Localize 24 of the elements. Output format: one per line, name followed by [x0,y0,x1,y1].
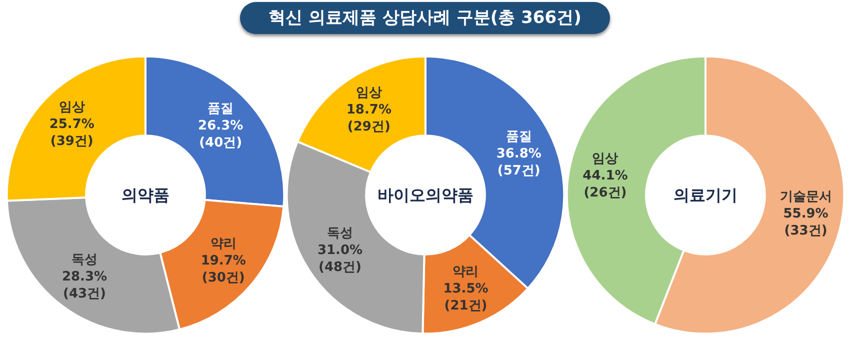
slice-label: 기술문서 [780,189,832,204]
slice-label: 품질 [506,129,532,144]
data-label: 36.8% (57건) [496,146,542,178]
data-label: 31.0% (48건) [317,243,363,276]
slice-label: 임상 [356,86,382,101]
text: 바이오의약품 [378,186,474,204]
slice-label: 임상 [592,152,618,167]
text: 의약품 [122,186,170,204]
slice-label: 독성 [327,226,354,242]
data-label: 25.7% (39건) [49,116,94,149]
slice-label: 품질 [208,101,234,116]
data-label: 18.7% (29건) [346,102,392,135]
data-label: 28.3% (43건) [62,269,108,302]
text: 의료기기 [674,186,738,204]
slice-label: 약리 [210,236,236,252]
data-label: 55.9% (33건) [783,206,828,238]
data-label: 13.5% (21건) [443,281,488,314]
data-label: 26.3% (40건) [198,118,244,150]
slice-label: 독성 [71,252,98,268]
data-label: 19.7% (30건) [200,253,246,286]
slice-label: 임상 [58,100,85,115]
text: 혁신 의료제품 상담사례 구분(총 366건) [240,2,610,34]
slice-label: 약리 [452,264,479,280]
data-label: 44.1% (26건) [582,168,628,201]
